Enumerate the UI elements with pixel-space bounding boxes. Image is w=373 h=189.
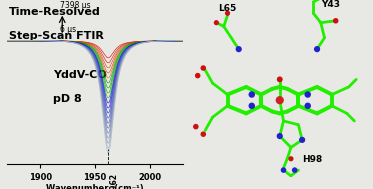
Point	[277, 135, 283, 138]
Point	[195, 74, 201, 77]
Point	[200, 133, 206, 136]
Text: Y43: Y43	[321, 0, 340, 9]
Point	[277, 99, 283, 102]
Point	[314, 48, 320, 51]
Point	[225, 12, 231, 15]
Text: Step-Scan FTIR: Step-Scan FTIR	[9, 31, 104, 41]
Point	[249, 104, 255, 107]
Point	[292, 169, 298, 172]
Text: 7398 μs: 7398 μs	[60, 1, 91, 10]
Point	[280, 169, 286, 172]
Point	[305, 93, 311, 96]
Point	[277, 78, 283, 81]
Text: pD 8: pD 8	[53, 94, 82, 104]
Text: Time-Resolved: Time-Resolved	[9, 7, 101, 17]
Point	[299, 138, 305, 141]
Text: YddV-CO: YddV-CO	[53, 70, 107, 80]
Point	[213, 21, 219, 24]
Point	[333, 19, 339, 22]
Point	[288, 157, 294, 160]
Point	[200, 67, 206, 70]
Text: H98: H98	[302, 155, 322, 164]
Point	[249, 93, 255, 96]
Text: L65: L65	[219, 4, 236, 13]
Text: 6 μs: 6 μs	[60, 25, 76, 34]
Point	[305, 104, 311, 107]
X-axis label: Wavenumber  (cm⁻¹): Wavenumber (cm⁻¹)	[46, 184, 144, 189]
Point	[236, 48, 242, 51]
Text: 1962: 1962	[109, 173, 118, 189]
Point	[193, 125, 199, 128]
